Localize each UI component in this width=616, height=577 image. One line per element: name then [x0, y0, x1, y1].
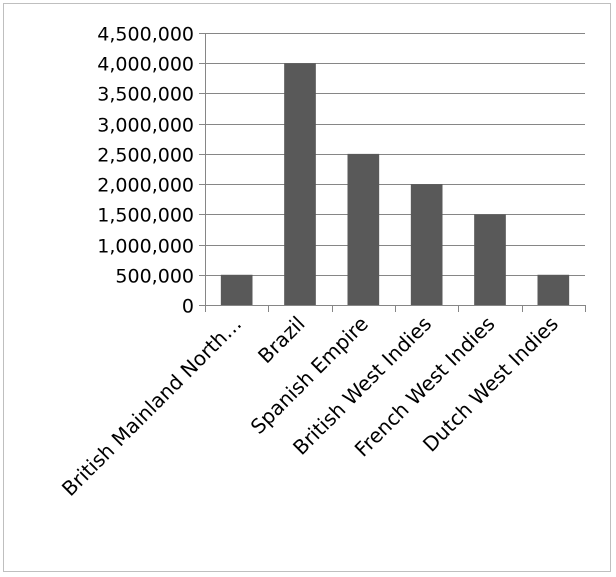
- axes: [199, 33, 586, 312]
- y-tick-label: 500,000: [115, 266, 194, 288]
- x-tick-label: Spanish Empire: [246, 312, 373, 439]
- bars: [220, 63, 570, 305]
- bar: [220, 274, 253, 305]
- bar: [474, 214, 506, 305]
- y-tick-label: 4,500,000: [97, 24, 194, 46]
- y-tick-label: 2,000,000: [97, 175, 194, 197]
- y-tick-label: 4,000,000: [97, 54, 194, 76]
- y-tick-label: 3,500,000: [97, 84, 194, 106]
- y-tick-label: 0: [182, 296, 194, 318]
- x-tick-label: Brazil: [253, 312, 309, 368]
- y-tick-label: 1,000,000: [97, 236, 194, 258]
- y-tick-labels: 0 500,000 1,000,000 1,500,000 2,000,000 2,500…: [97, 24, 194, 318]
- bar: [284, 63, 316, 305]
- y-tick-label: 1,500,000: [97, 205, 194, 227]
- bar: [537, 274, 570, 305]
- gridlines: [205, 33, 585, 276]
- bar: [410, 184, 443, 305]
- y-tick-label: 2,500,000: [97, 145, 194, 167]
- bar: [347, 153, 380, 305]
- x-tick-label: British Mainland North…: [57, 312, 246, 501]
- y-tick-label: 3,000,000: [97, 115, 194, 137]
